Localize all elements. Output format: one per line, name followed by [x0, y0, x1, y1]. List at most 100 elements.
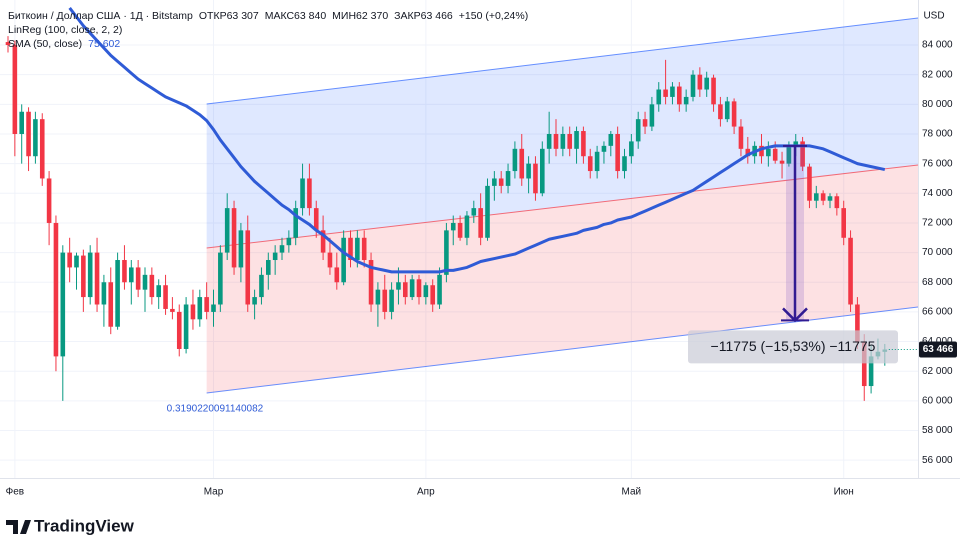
candle-body [656, 89, 662, 105]
candle-body [540, 148, 545, 194]
candle-body [115, 260, 120, 327]
candle-body [683, 96, 689, 105]
candle-body [642, 119, 648, 127]
candle-body [615, 133, 620, 172]
candle-body [149, 274, 155, 298]
candle-body [546, 133, 552, 149]
candle-body [53, 222, 59, 357]
candle-body [464, 215, 470, 238]
candle-body [252, 297, 257, 305]
candle-body [608, 133, 614, 146]
candle-body [197, 297, 203, 320]
candle-body [39, 119, 45, 179]
candle-body [759, 145, 764, 157]
x-tick-label: Июн [834, 487, 854, 498]
candle-body [327, 252, 333, 268]
candle-body [81, 255, 86, 298]
candle-body [861, 341, 867, 387]
candle-body [163, 285, 168, 309]
candle-body [635, 119, 641, 142]
x-tick-label: Апр [417, 487, 435, 498]
candle-body [396, 282, 401, 290]
channel-lower-fill [206, 164, 918, 394]
candle-body [74, 255, 79, 268]
candle-body [266, 260, 271, 275]
legend-row: LinReg (100, close, 2, 2) [8, 23, 534, 37]
candle-body [67, 252, 72, 268]
candle-body [437, 274, 442, 305]
x-tick-label: Мар [204, 487, 224, 498]
y-tick-label: 78 000 [922, 129, 953, 140]
candle-body [108, 282, 114, 327]
linreg-name: LinReg (100, close, 2, 2) [8, 24, 123, 36]
channel-upper-line [206, 17, 919, 105]
legend: Биткоин / Доллар США · 1Д · Bitstamp ОТКР… [8, 9, 534, 51]
y-tick-label: 80 000 [922, 99, 953, 110]
y-tick-label: 72 000 [922, 218, 953, 229]
candle-body [772, 148, 778, 161]
candle-body [492, 178, 497, 186]
y-tick-label: 70 000 [922, 247, 953, 258]
ohlc-close: ЗАКР63 466 [394, 10, 453, 22]
legend-row: Биткоин / Доллар США · 1Д · Bitstamp ОТКР… [8, 9, 534, 23]
candle-body [87, 252, 93, 298]
candle-body [841, 208, 846, 238]
candle-body [403, 282, 408, 298]
candle-body [827, 196, 833, 201]
y-tick-label: 68 000 [922, 277, 953, 288]
sma-value: 75 602 [88, 38, 121, 50]
x-tick-label: Май [622, 487, 642, 498]
ohlc-open: ОТКР63 307 [198, 10, 259, 22]
candle-body [272, 252, 278, 261]
candle-body [279, 245, 285, 253]
candle-body [142, 274, 148, 290]
ohlc-high: МАКС63 840 [264, 10, 327, 22]
y-tick-label: 60 000 [922, 396, 953, 407]
logo [6, 520, 31, 534]
candle-body [814, 193, 819, 201]
ohlc-change: +150 (+0,24%) [458, 10, 529, 22]
candle-body [135, 267, 141, 290]
logo-icon [6, 520, 31, 534]
candle-body [724, 101, 730, 120]
candle-body [204, 297, 209, 312]
candle-body [738, 126, 744, 149]
candle-body [313, 208, 319, 231]
candle-body [663, 89, 668, 97]
candle-body [12, 45, 18, 134]
candle-body [574, 131, 579, 149]
candle-body [581, 131, 586, 157]
candle-body [629, 141, 634, 157]
candle-body [190, 304, 196, 320]
candle-body [409, 279, 415, 298]
candle-body [293, 208, 298, 238]
candle-body [498, 178, 504, 186]
candle-body [361, 237, 367, 261]
sma-name: SMA (50, close) [8, 38, 83, 50]
candle-body [46, 178, 52, 223]
candle-body [718, 104, 723, 120]
y-tick-label: 74 000 [922, 188, 953, 199]
y-tick-label: 62 000 [922, 366, 953, 377]
candle-body [594, 151, 600, 172]
title: Биткоин / Доллар США · 1Д · Bitstamp [8, 10, 193, 22]
candle-body [19, 111, 24, 134]
candle-body [218, 252, 223, 305]
candle-body [834, 196, 840, 209]
candle-body [368, 260, 374, 305]
candle-body [601, 145, 607, 152]
candle-body [567, 133, 572, 149]
candle-body [176, 311, 182, 349]
candle-body [677, 86, 682, 105]
candle-body [101, 282, 107, 305]
candle-body [170, 308, 175, 312]
candle-body [211, 304, 216, 312]
candle-body [786, 145, 792, 164]
candle-body [868, 356, 874, 387]
correlation-label: 0.3190220091140082 [167, 404, 264, 415]
y-tick-label: 76 000 [922, 158, 953, 169]
candle-body [245, 230, 251, 305]
candle-body [670, 86, 675, 97]
